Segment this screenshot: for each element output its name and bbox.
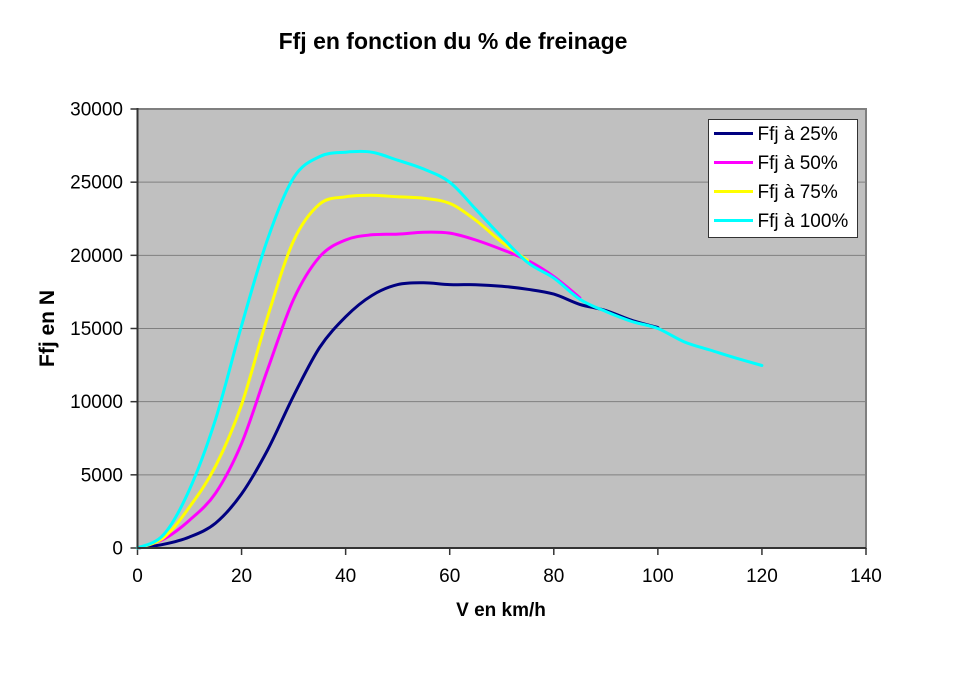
svg-text:0: 0: [112, 539, 123, 560]
svg-text:Ffj à 75%: Ffj à 75%: [758, 182, 838, 203]
svg-text:Ffj en N: Ffj en N: [36, 290, 59, 367]
svg-text:0: 0: [132, 566, 143, 587]
svg-text:140: 140: [850, 566, 882, 587]
svg-text:20000: 20000: [70, 246, 123, 267]
svg-text:5000: 5000: [81, 465, 123, 486]
svg-text:Ffj à 50%: Ffj à 50%: [758, 153, 838, 174]
svg-text:V en km/h: V en km/h: [456, 600, 546, 621]
svg-text:20: 20: [231, 566, 252, 587]
svg-text:Ffj à 100%: Ffj à 100%: [758, 211, 849, 232]
svg-text:30000: 30000: [70, 100, 123, 121]
svg-text:Ffj à 25%: Ffj à 25%: [758, 124, 838, 145]
svg-text:120: 120: [746, 566, 778, 587]
svg-text:40: 40: [335, 566, 356, 587]
svg-text:15000: 15000: [70, 319, 123, 340]
svg-text:25000: 25000: [70, 173, 123, 194]
svg-text:60: 60: [439, 566, 460, 587]
svg-text:80: 80: [543, 566, 564, 587]
svg-text:100: 100: [642, 566, 674, 587]
svg-text:Ffj en fonction du % de freina: Ffj en fonction du % de freinage: [279, 28, 628, 54]
svg-text:10000: 10000: [70, 392, 123, 413]
